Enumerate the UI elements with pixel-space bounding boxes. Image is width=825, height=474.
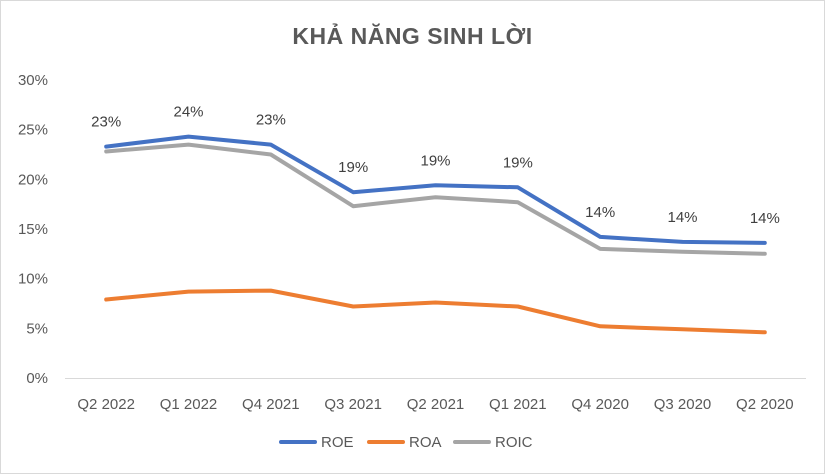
series-line-roa (104, 288, 767, 335)
x-tick-label: Q3 2021 (324, 396, 382, 413)
x-tick-label: Q4 2020 (571, 396, 629, 413)
y-axis: 0% 5% 10% 15% 20% 25% 30% (18, 72, 48, 387)
x-tick-label: Q1 2022 (160, 396, 218, 413)
data-label-roe: 24% (173, 104, 203, 121)
data-label-roe: 14% (667, 209, 697, 226)
data-label-roe: 23% (91, 114, 121, 131)
legend-label: ROE (321, 434, 354, 451)
legend-item-roic: ROIC (453, 434, 533, 451)
x-axis: Q2 2022 Q1 2022 Q4 2021 Q3 2021 Q2 2021 Q1 20… (77, 396, 793, 413)
y-tick-label: 25% (18, 122, 48, 139)
data-labels: 23% 24% 23% 19% 19% 19% 14% 14% 14% (91, 104, 780, 227)
data-label-roe: 19% (420, 152, 450, 169)
legend-item-roe: ROE (279, 434, 354, 451)
data-label-roe: 19% (338, 159, 368, 176)
x-tick-label: Q2 2021 (407, 396, 465, 413)
y-tick-label: 10% (18, 271, 48, 288)
legend-item-roa: ROA (367, 434, 442, 451)
y-tick-label: 30% (18, 72, 48, 89)
series-line-roic (104, 142, 767, 256)
x-tick-label: Q3 2020 (654, 396, 712, 413)
y-tick-label: 15% (18, 221, 48, 238)
legend-label: ROA (409, 434, 442, 451)
legend: ROE ROA ROIC (279, 434, 533, 451)
data-label-roe: 14% (750, 210, 780, 227)
y-tick-label: 0% (26, 370, 48, 387)
x-tick-label: Q2 2022 (77, 396, 135, 413)
y-tick-label: 5% (26, 320, 48, 337)
y-tick-label: 20% (18, 171, 48, 188)
x-tick-label: Q1 2021 (489, 396, 547, 413)
legend-label: ROIC (495, 434, 533, 451)
series-lines (104, 134, 767, 335)
data-label-roe: 19% (503, 154, 533, 171)
data-label-roe: 14% (585, 204, 615, 221)
x-tick-label: Q2 2020 (736, 396, 794, 413)
data-label-roe: 23% (256, 112, 286, 129)
x-tick-label: Q4 2021 (242, 396, 300, 413)
chart-title: KHẢ NĂNG SINH LỜI (292, 23, 533, 49)
